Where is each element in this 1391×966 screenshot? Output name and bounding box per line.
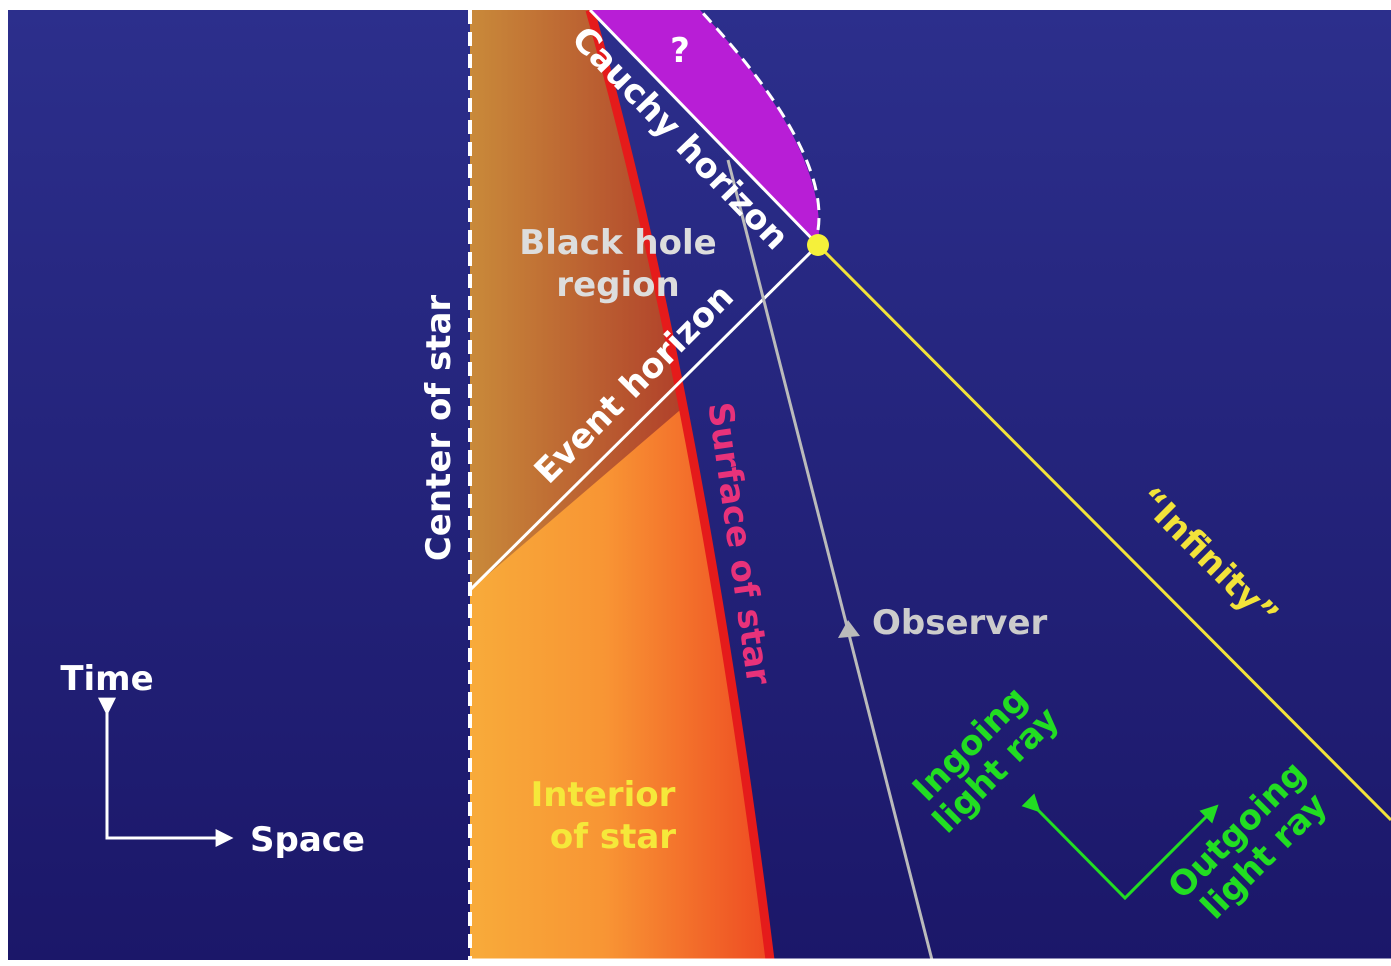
- dashed-boundary: [698, 10, 821, 231]
- observer-label: Observer: [872, 603, 1048, 643]
- observer-arrow: [838, 620, 860, 638]
- axes-arrows: [98, 697, 234, 847]
- black-hole-label: region: [556, 265, 679, 305]
- infinity-line: [816, 243, 1391, 822]
- yellow-point: [807, 234, 829, 256]
- cauchy-horizon-line: [588, 10, 820, 247]
- black-hole-label: Black hole: [519, 223, 716, 263]
- center-of-star-label: Center of star: [419, 295, 459, 562]
- space-label: Space: [250, 820, 365, 860]
- star-surface: [585, 10, 775, 960]
- light-ray-arrows: [1021, 793, 1219, 901]
- black-hole-interior: [470, 10, 686, 590]
- event-horizon-line: [468, 243, 820, 592]
- question-label: ?: [670, 31, 690, 71]
- observer-worldline: [726, 159, 934, 960]
- interior-label: of star: [550, 817, 676, 857]
- time-label: Time: [60, 659, 153, 699]
- interior-label: Interior: [531, 775, 676, 815]
